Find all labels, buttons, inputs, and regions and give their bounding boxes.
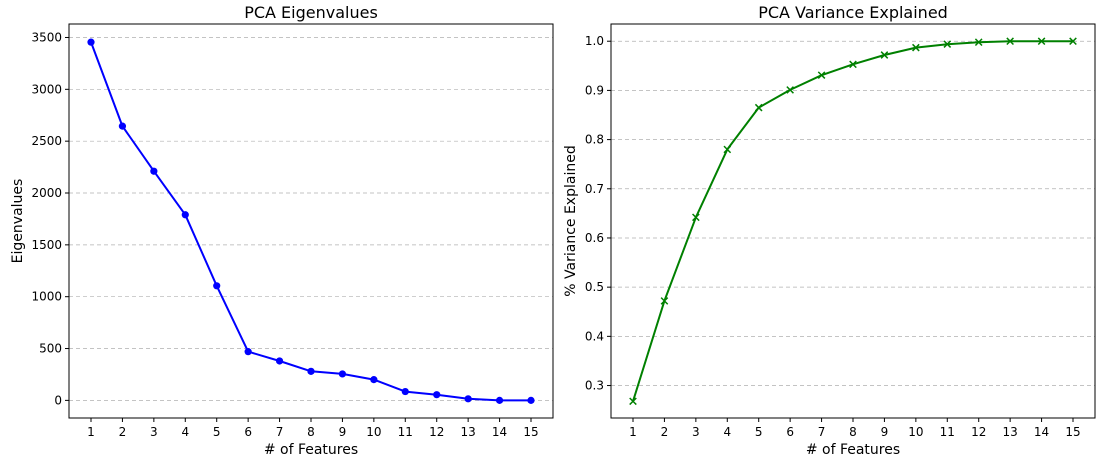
eigenvalues-x-tick-label: 12 [429, 425, 444, 439]
variance-y-tick-label: 0.9 [585, 83, 604, 97]
eigenvalues-y-tick-label: 3000 [31, 82, 62, 96]
eigenvalues-x-tick-label: 10 [366, 425, 381, 439]
variance-x-tick-label: 12 [971, 425, 986, 439]
variance-x-tick-label: 1 [629, 425, 637, 439]
variance-x-tick-label: 2 [661, 425, 669, 439]
eigenvalues-data-point [275, 357, 284, 365]
eigenvalues-data-point [527, 396, 535, 404]
eigenvalues-chart-title: PCA Eigenvalues [244, 3, 378, 22]
variance-y-tick-label: 0.7 [585, 182, 604, 196]
variance-x-axis-label: # of Features [806, 442, 900, 458]
eigenvalues-y-tick-label: 0 [54, 393, 62, 407]
eigenvalues-data-point [150, 167, 158, 175]
eigenvalues-data-point [87, 38, 95, 46]
eigenvalues-y-axis-label: Eigenvalues [10, 179, 26, 264]
variance-x-tick-label: 14 [1034, 425, 1049, 439]
eigenvalues-x-tick-label: 3 [150, 425, 158, 439]
variance-y-tick-label: 0.4 [585, 329, 604, 343]
variance-x-tick-label: 3 [692, 425, 700, 439]
eigenvalues-series-line [90, 41, 531, 402]
variance-data-point [786, 86, 794, 94]
eigenvalues-data-point [370, 376, 378, 384]
eigenvalues-x-tick-label: 9 [339, 425, 347, 439]
variance-data-point [692, 213, 700, 222]
eigenvalues-x-tick-label: 5 [213, 425, 221, 439]
variance-y-tick-label: 0.5 [585, 280, 604, 294]
variance-x-tick-label: 9 [881, 425, 889, 439]
eigenvalues-data-point [118, 122, 127, 130]
eigenvalues-chart: PCA Eigenvalues # of Features Eigenvalue… [10, 3, 554, 458]
eigenvalues-data-point [181, 211, 189, 219]
variance-explained-chart: PCA Variance Explained # of Features % V… [563, 3, 1096, 458]
variance-x-tick-label: 15 [1065, 425, 1080, 439]
eigenvalues-x-tick-label: 6 [244, 425, 252, 439]
eigenvalues-data-point [433, 391, 441, 399]
variance-plot-frame [610, 23, 1096, 419]
variance-x-tick-label: 11 [940, 425, 955, 439]
variance-data-point [754, 103, 763, 112]
eigenvalues-y-tick-label: 2000 [31, 186, 62, 200]
eigenvalues-data-point [464, 395, 472, 403]
variance-data-point [974, 38, 983, 47]
eigenvalues-x-tick-label: 7 [276, 425, 284, 439]
eigenvalues-x-tick-label: 11 [398, 425, 413, 439]
variance-x-tick-label: 10 [908, 425, 923, 439]
eigenvalues-data-point [213, 282, 221, 290]
variance-x-tick-label: 5 [755, 425, 763, 439]
variance-y-tick-label: 1.0 [585, 34, 604, 48]
eigenvalues-data-point [401, 387, 409, 396]
eigenvalues-data-point [244, 348, 252, 356]
variance-data-point [849, 60, 857, 69]
eigenvalues-x-axis-label: # of Features [264, 442, 358, 458]
variance-y-tick-label: 0.3 [585, 379, 604, 393]
variance-data-point [1069, 37, 1077, 46]
eigenvalues-y-tick-label: 500 [39, 342, 62, 356]
variance-x-tick-label: 8 [849, 425, 857, 439]
variance-chart-title: PCA Variance Explained [758, 3, 948, 22]
eigenvalues-x-tick-label: 13 [461, 425, 476, 439]
variance-x-tick-label: 7 [818, 425, 826, 439]
variance-data-point [912, 43, 920, 52]
eigenvalues-y-tick-label: 1000 [31, 290, 62, 304]
eigenvalues-y-tick-label: 1500 [31, 238, 62, 252]
variance-data-point [1037, 37, 1046, 46]
variance-data-point [1006, 37, 1014, 46]
eigenvalues-x-tick-label: 14 [492, 425, 507, 439]
variance-data-point [660, 297, 669, 305]
variance-series-line [632, 40, 1073, 402]
eigenvalues-x-tick-label: 4 [181, 425, 189, 439]
variance-data-point [880, 51, 889, 59]
eigenvalues-data-point [307, 367, 315, 375]
variance-data-point [629, 397, 637, 406]
variance-data-point [723, 145, 732, 154]
eigenvalues-y-tick-label: 3500 [31, 30, 62, 44]
eigenvalues-data-point [338, 370, 347, 378]
eigenvalues-x-tick-label: 1 [87, 425, 95, 439]
eigenvalues-x-tick-label: 2 [119, 425, 127, 439]
eigenvalues-data-point [495, 396, 504, 404]
variance-y-axis-label: % Variance Explained [563, 145, 579, 296]
eigenvalues-y-tick-label: 2500 [31, 134, 62, 148]
variance-y-tick-label: 0.8 [585, 133, 604, 147]
variance-x-tick-label: 4 [723, 425, 731, 439]
variance-data-point [943, 40, 952, 48]
variance-x-tick-label: 6 [786, 425, 794, 439]
eigenvalues-x-tick-label: 15 [523, 425, 538, 439]
eigenvalues-x-tick-label: 8 [307, 425, 315, 439]
variance-x-tick-label: 13 [1003, 425, 1018, 439]
eigenvalues-plot-frame [68, 23, 554, 419]
variance-data-point [817, 71, 826, 79]
variance-y-tick-label: 0.6 [585, 231, 604, 245]
